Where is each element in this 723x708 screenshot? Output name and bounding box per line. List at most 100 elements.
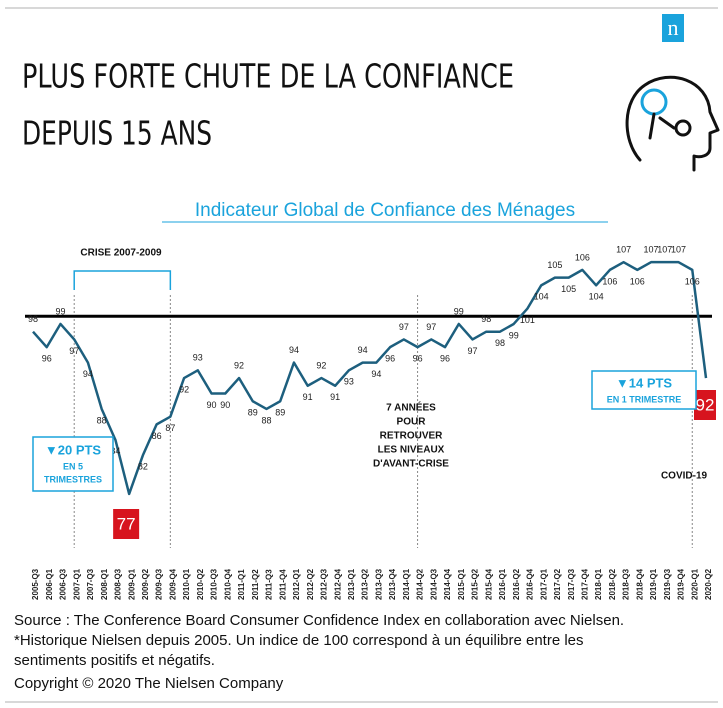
crisis-bracket	[73, 270, 172, 290]
data-label: 92	[179, 384, 189, 394]
x-tick-label: 2013-Q3	[374, 568, 383, 600]
x-tick-label: 2010-Q4	[223, 568, 232, 600]
x-tick-label: 2012-Q3	[320, 568, 329, 600]
data-label: 82	[138, 462, 148, 472]
data-label: 98	[481, 314, 491, 324]
title-line: PLUS FORTE CHUTE DE LA CONFIANCE	[22, 57, 514, 96]
x-tick-label: 2006-Q1	[45, 568, 54, 600]
x-tick-label: 2009-Q1	[127, 568, 136, 600]
x-tick-label: 2014-Q4	[443, 568, 452, 600]
x-tick-label: 2019-Q1	[649, 568, 658, 600]
x-tick-label: 2005-Q3	[31, 568, 40, 600]
x-tick-label: 2006-Q3	[59, 568, 68, 600]
annotation: RETROUVER	[380, 431, 444, 442]
x-tick-label: 2014-Q2	[416, 568, 425, 600]
x-tick-label: 2019-Q4	[677, 568, 686, 600]
x-tick-label: 2018-Q3	[622, 568, 631, 600]
data-label: 99	[509, 330, 519, 340]
data-label: 88	[97, 415, 107, 425]
data-label: 90	[207, 400, 217, 410]
x-tick-label: 2010-Q3	[210, 568, 219, 600]
title-line: DEPUIS 15 ANS	[22, 114, 212, 153]
data-label: 97	[468, 346, 478, 356]
data-label: 92	[234, 360, 244, 370]
data-label: 107	[616, 245, 631, 255]
x-tick-label: 2015-Q4	[484, 568, 493, 600]
annotation: D'AVANT-CRISE	[373, 459, 449, 470]
annotation: COVID-19	[661, 471, 708, 482]
data-label: 90	[220, 400, 230, 410]
data-label: 96	[440, 354, 450, 364]
data-label: 98	[495, 338, 505, 348]
x-tick-label: 2017-Q4	[580, 568, 589, 600]
x-tick-label: 2020-Q1	[690, 568, 699, 600]
annotation: 7 ANNÉES	[386, 401, 436, 414]
x-tick-label: 2012-Q2	[306, 568, 315, 600]
x-tick-label: 2015-Q2	[471, 568, 480, 600]
data-label: 107	[644, 245, 659, 255]
copyright: Copyright © 2020 The Nielsen Company	[14, 675, 284, 692]
annotation: CRISE 2007-2009	[80, 248, 162, 259]
data-label: 106	[575, 252, 590, 262]
data-label: 93	[344, 377, 354, 387]
data-label: 97	[399, 322, 409, 332]
data-label: 106	[685, 276, 700, 286]
x-tick-label: 2020-Q2	[704, 568, 713, 600]
callout: ▼20 PTS	[45, 442, 102, 457]
data-label: 97	[426, 322, 436, 332]
x-tick-label: 2009-Q2	[141, 568, 150, 600]
callout: ▼14 PTS	[616, 375, 673, 390]
data-label: 99	[454, 306, 464, 316]
highlight-box	[113, 509, 140, 539]
x-tick-label: 2018-Q2	[608, 568, 617, 600]
source-line: Source : The Conference Board Consumer C…	[14, 612, 624, 629]
source-line: *Historique Nielsen depuis 2005. Un indi…	[14, 632, 584, 649]
x-tick-label: 2008-Q3	[114, 568, 123, 600]
x-tick-label: 2016-Q2	[512, 568, 521, 600]
data-label: 94	[289, 345, 299, 355]
x-tick-label: 2017-Q2	[553, 568, 562, 600]
x-tick-label: 2010-Q2	[196, 568, 205, 600]
annotation: LES NIVEAUX	[378, 445, 445, 456]
x-tick-label: 2011-Q1	[237, 569, 246, 600]
source-line: sentiments positifs et négatifs.	[14, 652, 215, 669]
data-label: 104	[534, 292, 549, 302]
data-label: 96	[42, 354, 52, 364]
data-label: 101	[520, 315, 535, 325]
data-label: 88	[261, 415, 271, 425]
callout-box	[591, 370, 697, 410]
data-label: 107	[671, 245, 686, 255]
x-tick-label: 2009-Q4	[168, 568, 177, 600]
data-label: 104	[589, 292, 604, 302]
logo: n	[668, 15, 679, 40]
data-label: 94	[371, 369, 381, 379]
x-tick-label: 2009-Q3	[155, 568, 164, 600]
x-tick-label: 2010-Q1	[182, 568, 191, 600]
x-tick-label: 2016-Q1	[498, 568, 507, 600]
annotation: POUR	[397, 417, 427, 428]
callout: TRIMESTRES	[44, 474, 102, 484]
x-tick-label: 2011-Q3	[265, 569, 274, 600]
data-label: 96	[413, 354, 423, 364]
data-label: 92	[316, 360, 326, 370]
data-label: 106	[602, 276, 617, 286]
data-label: 89	[275, 408, 285, 418]
data-label: 98	[28, 314, 38, 324]
data-label: 91	[330, 392, 340, 402]
data-label: 107	[657, 245, 672, 255]
data-label: 93	[193, 353, 203, 363]
data-label: 97	[69, 346, 79, 356]
callout: EN 1 TRIMESTRE	[607, 394, 682, 404]
head-icon	[625, 75, 720, 172]
highlight-label: 92	[696, 395, 715, 414]
x-tick-label: 2014-Q3	[429, 568, 438, 600]
x-tick-label: 2008-Q1	[100, 568, 109, 600]
subtitle: Indicateur Global de Confiance des Ménag…	[195, 200, 575, 221]
x-tick-label: 2011-Q2	[251, 569, 260, 600]
x-tick-label: 2011-Q4	[278, 569, 287, 600]
highlight-box	[694, 390, 716, 420]
x-tick-label: 2013-Q4	[388, 568, 397, 600]
callout-box	[32, 436, 114, 492]
data-line	[32, 260, 708, 496]
